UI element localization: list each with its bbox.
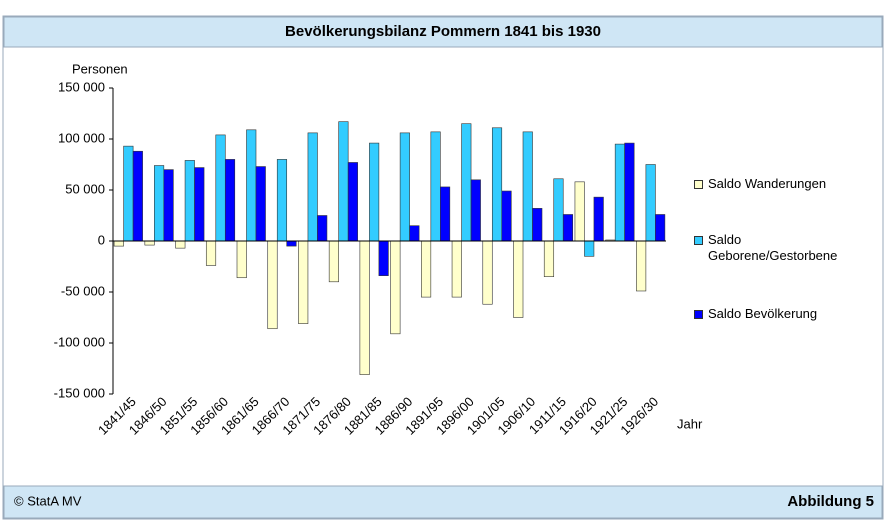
bar [194,167,205,242]
bar [593,196,604,242]
y-tick-label: 50 000 [65,181,105,196]
chart-title: Bevölkerungsbilanz Pommern 1841 bis 1930 [285,23,601,40]
legend: Saldo Wanderungen Saldo Geborene/Gestorbe… [694,176,854,322]
y-axis-label: Personen [72,61,128,76]
bar [470,179,481,242]
bar [430,131,441,242]
bar [543,240,555,278]
bar [451,240,462,298]
bar [113,240,124,247]
y-tick-label: 150 000 [58,79,105,94]
bar [338,121,349,242]
legend-swatch [694,310,703,319]
bar [399,132,410,242]
bar [317,215,328,242]
x-axis-label: Jahr [677,416,703,431]
bar [359,240,370,375]
bar [645,164,656,242]
source: © StatA MV [14,493,82,508]
bar [532,208,543,242]
bar [236,240,247,279]
bar [123,145,134,242]
bar [255,166,266,242]
bar [144,240,155,246]
y-tick-label: 100 000 [58,130,105,145]
bar [286,240,297,247]
bar [553,178,564,242]
legend-swatch [694,236,703,245]
bar [347,162,358,242]
bar [584,240,595,257]
legend-swatch [694,180,703,189]
bar [522,131,533,242]
y-tick-label: -150 000 [54,385,105,400]
legend-label: Saldo Wanderungen [708,176,827,191]
bar [440,186,451,242]
bar [574,181,585,242]
bar [409,225,420,242]
bar [491,127,503,242]
legend-label: Saldo Bevölkerung [708,306,818,321]
footer-bar [3,485,883,519]
bar [636,240,647,292]
bar [390,240,401,335]
bar [307,132,318,242]
bar [369,142,380,242]
bar [513,240,524,318]
bar [154,165,165,242]
bar [328,240,339,283]
legend-entry: Saldo Bevölkerung [694,306,854,322]
bar [184,160,195,242]
bar [276,159,288,242]
bar [378,240,389,276]
frame [2,15,884,520]
bar [215,134,226,242]
bar [205,240,217,266]
bar [175,240,186,249]
title-bar [3,16,883,48]
legend-entry: Saldo Wanderungen [694,176,854,192]
bar [246,129,257,242]
bar [267,240,278,330]
bar [224,159,236,242]
bar [163,169,174,242]
figure-label: Abbildung 5 [787,493,874,510]
y-tick-label: 0 [98,232,105,247]
bar [132,150,143,242]
bar [461,123,472,242]
bar [298,240,309,324]
bar [655,214,666,242]
bar [421,240,432,298]
bar [624,142,635,242]
bar [482,240,493,305]
legend-entry: Saldo Geborene/Gestorbene [694,232,854,264]
y-tick-label: -50 000 [61,283,105,298]
bar [501,190,512,242]
y-tick-label: -100 000 [54,334,105,349]
bar [562,214,574,242]
bar [614,143,625,242]
legend-label: Saldo Geborene/Gestorbene [708,232,838,263]
